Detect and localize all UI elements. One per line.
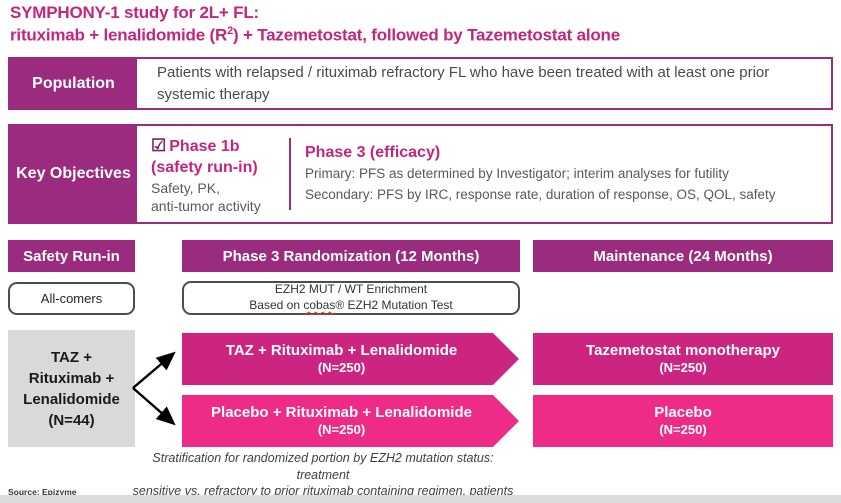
page-title: SYMPHONY-1 study for 2L+ FL: rituximab +… [10,2,620,46]
regimen-line3: Lenalidomide [23,390,120,408]
title-superscript-2: 2 [227,24,233,37]
population-text: Patients with relapsed / rituximab refra… [157,63,770,103]
title-line1: SYMPHONY-1 study for 2L+ FL: [10,3,259,22]
regimen-n: (N=44) [48,411,95,429]
key-objectives-content: ☑ Phase 1b (safety run-in) Safety, PK, an… [137,126,831,222]
regimen-line1: TAZ + [51,348,92,366]
key-objectives-row: Key Objectives ☑ Phase 1b (safety run-in)… [8,124,833,224]
phase1b-body-line1: Safety, PK, [151,179,220,196]
phase3-primary: Primary: PFS as determined by Investigat… [305,166,729,182]
maintenance-taz-n: (N=250) [659,360,707,376]
footnote-line2: sensitive vs. refractory to prior rituxi… [132,484,514,498]
safety-runin-regimen-box: TAZ + Rituximab + Lenalidomide (N=44) [8,330,135,447]
enrichment-line2-post: EZH2 Mutation Test [344,298,453,312]
cobas-brand-text: cobas [303,298,336,312]
phase3-title: Phase 3 (efficacy) [305,144,441,161]
phase3-column: Phase 3 (efficacy) Primary: PFS as deter… [291,126,831,222]
population-row: Population Patients with relapsed / ritu… [8,57,833,110]
safety-runin-header: Safety Run-in [8,240,135,272]
maintenance-placebo-label: Placebo [654,403,712,421]
arm-taz-r2-label: TAZ + Rituximab + Lenalidomide [225,341,458,359]
title-line2: rituximab + lenalidomide (R2) + Tazemeto… [10,24,620,46]
phase3-randomization-header: Phase 3 Randomization (12 Months) [182,240,520,272]
maintenance-placebo-box: Placebo (N=250) [533,395,833,447]
maintenance-taz-box: Tazemetostat monotherapy (N=250) [533,333,833,385]
maintenance-placebo-n: (N=250) [659,422,707,438]
enrichment-line2-pre: Based on [249,298,304,312]
population-content: Patients with relapsed / rituximab refra… [137,59,831,108]
key-objectives-label: Key Objectives [10,126,137,222]
bottom-divider-bar [0,495,841,503]
phase1b-title-line2: (safety run-in) [151,158,258,176]
phase1b-title-line1: ☑ Phase 1b [151,135,285,158]
source-credit: Source: Epizyme [8,487,77,497]
phase1b-body-line2: anti-tumor activity [151,198,261,215]
phase1b-column: ☑ Phase 1b (safety run-in) Safety, PK, an… [137,126,289,222]
footnote-line1: Stratification for randomized portion by… [152,451,494,482]
arm-placebo-r2-n: (N=250) [317,422,366,438]
arm-placebo-r2: Placebo + Rituximab + Lenalidomide (N=25… [182,395,519,447]
phase1b-title-text: Phase 1b [169,138,240,155]
title-line2-post: ) + Tazemetostat, followed by Tazemetost… [232,25,620,45]
branch-arrows [132,351,176,426]
maintenance-header: Maintenance (24 Months) [533,240,833,272]
all-comers-box: All-comers [8,282,135,315]
objectives-divider [289,138,291,210]
arm-placebo-r2-label: Placebo + Rituximab + Lenalidomide [211,403,472,421]
title-line2-pre: rituximab + lenalidomide (R [10,25,228,45]
stratification-footnote: Stratification for randomized portion by… [132,450,514,503]
registered-mark: ® [335,298,345,312]
regimen-line2: Rituximab + [28,369,115,387]
ezh2-enrichment-box: EZH2 MUT / WT Enrichment Based on cobas®… [182,281,520,315]
enrichment-line1: EZH2 MUT / WT Enrichment [274,282,428,297]
checkbox-checked-icon: ☑ [151,136,167,155]
enrichment-line2: Based on cobas® EZH2 Mutation Test [249,298,452,314]
maintenance-taz-label: Tazemetostat monotherapy [586,341,780,359]
arm-taz-r2: TAZ + Rituximab + Lenalidomide (N=250) [182,333,519,385]
arm-taz-r2-n: (N=250) [317,360,366,376]
phase3-secondary: Secondary: PFS by IRC, response rate, du… [305,186,776,202]
population-label: Population [10,59,137,108]
